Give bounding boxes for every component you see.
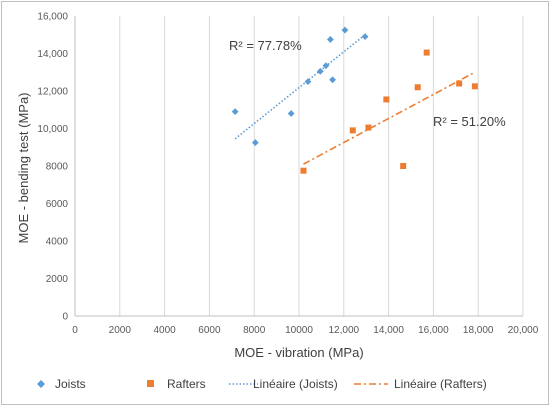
y-tick-label: 10,000 xyxy=(37,124,68,135)
y-tick-label: 12,000 xyxy=(37,87,68,98)
y-tick-label: 2000 xyxy=(46,274,69,285)
legend-marker-rafters xyxy=(147,380,154,387)
x-tick-label: 20,000 xyxy=(508,325,539,336)
y-axis-title: MOE - bending test (MPa) xyxy=(16,93,31,244)
data-point-joists xyxy=(361,33,369,41)
r2-label-joists: R² = 77.78% xyxy=(229,38,302,53)
r2-label-rafters: R² = 51.20% xyxy=(433,114,506,129)
x-tick-label: 4000 xyxy=(153,325,176,336)
data-point-rafters xyxy=(456,80,463,87)
legend-label-joists: Joists xyxy=(55,377,86,391)
y-tick-label: 0 xyxy=(62,312,68,323)
legend-marker-joists xyxy=(37,380,45,388)
data-point-rafters xyxy=(471,83,478,90)
x-tick-label: 8000 xyxy=(243,325,266,336)
x-tick-label: 18,000 xyxy=(463,325,494,336)
data-point-rafters xyxy=(400,163,407,169)
data-point-joists xyxy=(322,62,330,70)
legend-label-rafters: Rafters xyxy=(167,377,206,391)
legend: Joists Rafters Linéaire (Joists) Linéair… xyxy=(37,377,487,391)
data-point-joists xyxy=(316,67,324,75)
data-points xyxy=(231,26,478,174)
trendline-rafters xyxy=(303,71,476,165)
y-tick-label: 16,000 xyxy=(37,12,68,23)
data-point-rafters xyxy=(300,167,307,174)
y-tick-label: 14,000 xyxy=(37,49,68,60)
x-axis-title: MOE - vibration (MPa) xyxy=(234,345,363,360)
data-point-joists xyxy=(326,36,334,43)
x-tick-label: 10000 xyxy=(285,325,313,336)
x-tick-label: 6000 xyxy=(198,325,221,336)
x-tick-label: 12,000 xyxy=(329,325,360,336)
data-point-rafters xyxy=(349,127,356,134)
gridlines xyxy=(119,16,524,316)
data-point-joists xyxy=(304,78,312,86)
legend-label-rafters-trend: Linéaire (Rafters) xyxy=(394,377,487,391)
y-tick-label: 8000 xyxy=(46,162,69,173)
y-tick-label: 4000 xyxy=(46,237,69,248)
y-tick-label: 6000 xyxy=(46,199,69,210)
x-tick-label: 2000 xyxy=(109,325,132,336)
data-point-joists xyxy=(287,110,295,117)
x-tick-label: 14,000 xyxy=(373,325,404,336)
data-point-rafters xyxy=(414,84,421,91)
data-point-joists xyxy=(251,139,259,146)
data-point-joists xyxy=(341,26,349,34)
data-point-rafters xyxy=(383,96,390,103)
trendlines xyxy=(234,34,476,165)
data-point-rafters xyxy=(423,49,430,56)
data-point-rafters xyxy=(365,124,372,131)
tick-labels: 0 2000 4000 6000 8000 10000 12,000 14,000 16,000… xyxy=(37,12,538,337)
x-tick-label: 16,000 xyxy=(418,325,449,336)
legend-label-joists-trend: Linéaire (Joists) xyxy=(253,377,338,391)
data-point-joists xyxy=(231,108,239,116)
axes xyxy=(74,16,523,317)
data-point-joists xyxy=(329,76,336,84)
x-tick-label: 0 xyxy=(72,325,78,336)
